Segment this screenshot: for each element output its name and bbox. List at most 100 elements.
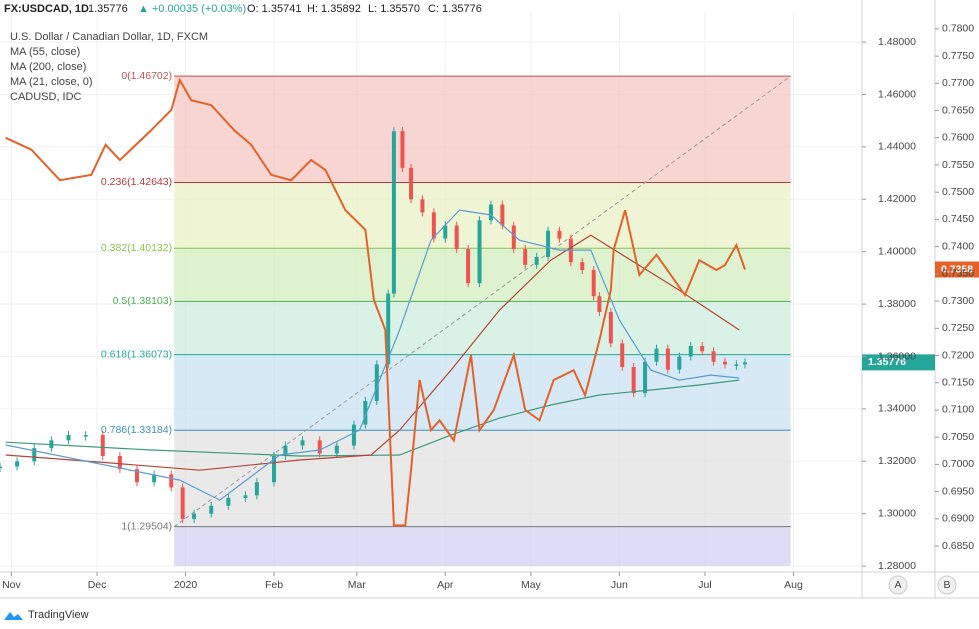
- x-tick-label: 2020: [174, 579, 198, 591]
- y-tick-label: 1.46000: [878, 88, 916, 100]
- y-tick-label: 1.40000: [878, 245, 916, 257]
- high: H: 1.35892: [307, 3, 361, 15]
- candle: [400, 131, 405, 168]
- brand-label[interactable]: TradingView: [28, 609, 89, 621]
- fib-zone: [174, 526, 791, 566]
- candle: [363, 401, 368, 425]
- candle: [688, 346, 693, 357]
- open: O: 1.35741: [247, 3, 301, 15]
- candle: [722, 361, 727, 365]
- last-price: 1.35776: [88, 3, 128, 15]
- fib-zone: [174, 248, 791, 302]
- y2-tick-label: 0.7050: [942, 431, 974, 443]
- candle: [300, 440, 305, 446]
- candle: [523, 249, 528, 265]
- fib-zone: [174, 76, 791, 183]
- candle: [534, 256, 539, 265]
- plot-area: 0(1.46702) 0.236(1.42643) 0.382(1.40132) 0.…: [0, 12, 862, 570]
- x-tick-label: Nov: [2, 579, 21, 591]
- candle: [466, 249, 471, 284]
- fib-zone: [174, 354, 791, 431]
- y2-tick-label: 0.6850: [942, 540, 974, 552]
- fib-label: 1(1.29504): [121, 520, 172, 532]
- candle: [431, 212, 436, 239]
- candle: [734, 364, 739, 366]
- candle: [511, 225, 516, 250]
- y2-tick-label: 0.7400: [942, 240, 974, 252]
- candle: [620, 343, 625, 367]
- candle: [454, 225, 459, 250]
- candle: [608, 311, 613, 344]
- candle: [711, 351, 716, 362]
- y-tick-label: 1.48000: [878, 36, 916, 48]
- y2-tick-label: 0.7650: [942, 104, 974, 116]
- candle: [374, 364, 379, 402]
- y-tick-label: 1.42000: [878, 193, 916, 205]
- legend-entry: MA (55, close): [10, 46, 80, 58]
- y2-tick-label: 0.7200: [942, 349, 974, 361]
- price-badge: [862, 354, 935, 371]
- fib-zone: [174, 182, 791, 249]
- y2-tick-label: 0.7700: [942, 77, 974, 89]
- y-tick-label: 1.36000: [878, 350, 916, 362]
- y2-tick-label: 0.7150: [942, 377, 974, 389]
- legend-entry: U.S. Dollar / Canadian Dollar, 1D, FXCM: [10, 31, 208, 43]
- candle: [631, 366, 636, 394]
- y-tick-label: 1.34000: [878, 403, 916, 415]
- candle: [152, 474, 157, 483]
- candle: [226, 497, 231, 506]
- candle: [192, 513, 197, 519]
- legend-entry: CADUSD, IDC: [10, 91, 82, 103]
- symbol: FX:USDCAD, 1D: [4, 3, 89, 15]
- candle: [0, 466, 2, 469]
- candle: [677, 356, 682, 370]
- auto-label[interactable]: A: [894, 579, 901, 591]
- legend-entry: MA (21, close, 0): [10, 76, 93, 88]
- candle: [477, 220, 482, 284]
- y2-tick-label: 0.6900: [942, 513, 974, 525]
- candle: [209, 505, 214, 514]
- y2-tick-label: 0.7750: [942, 50, 974, 62]
- candle: [243, 495, 248, 498]
- y2-tick-label: 0.7250: [942, 322, 974, 334]
- candle: [500, 204, 505, 226]
- series-line: [5, 77, 746, 527]
- candle: [83, 435, 88, 437]
- candle: [665, 348, 670, 370]
- fib-label: 0.5(1.38103): [113, 295, 173, 307]
- fib-label: 0(1.46702): [121, 70, 172, 82]
- change: ▲ +0.00035 (+0.03%): [138, 3, 246, 15]
- y2-tick-label: 0.7350: [942, 268, 974, 280]
- candle: [272, 456, 277, 483]
- price-badge: [935, 261, 979, 278]
- y2-tick-label: 0.7450: [942, 213, 974, 225]
- candle: [254, 482, 259, 496]
- candle: [443, 225, 448, 239]
- brand[interactable]: TradingView: [4, 609, 89, 621]
- candle: [580, 262, 585, 271]
- y-tick-label: 1.30000: [878, 507, 916, 519]
- candle: [169, 474, 174, 488]
- fib-trend: [173, 75, 791, 528]
- candle: [700, 346, 705, 352]
- auto-button[interactable]: A: [888, 575, 908, 595]
- candle: [654, 348, 659, 362]
- candle: [643, 361, 648, 394]
- log-button[interactable]: B: [937, 575, 957, 595]
- x-tick-label: Jul: [698, 579, 711, 591]
- log-label[interactable]: B: [943, 579, 950, 591]
- candle: [117, 456, 122, 470]
- fib-zone: [174, 430, 791, 527]
- price-badge-label: 1.35776: [868, 356, 906, 368]
- series-line: [5, 379, 740, 457]
- candle: [100, 435, 105, 457]
- y2-tick-label: 0.7800: [942, 23, 974, 35]
- candle: [546, 230, 551, 257]
- x-tick-label: May: [521, 579, 542, 591]
- candle: [409, 167, 414, 200]
- candle: [420, 199, 425, 213]
- candle: [317, 440, 322, 454]
- candle: [15, 461, 20, 467]
- price-badge-label: 0.7358: [941, 263, 973, 275]
